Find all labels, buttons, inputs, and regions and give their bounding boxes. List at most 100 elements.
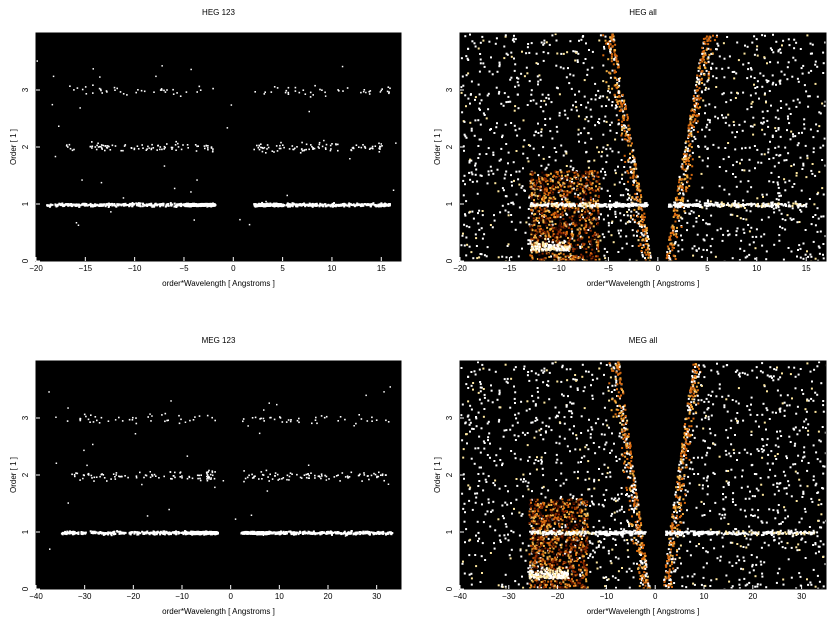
event-point (703, 41, 706, 43)
event-point (248, 223, 251, 226)
event-point (627, 193, 629, 196)
event-point (481, 210, 484, 212)
event-point (708, 121, 711, 124)
event-point (678, 177, 681, 180)
event-point (706, 47, 708, 50)
event-point (592, 209, 595, 212)
event-point (742, 91, 745, 94)
event-point (164, 91, 167, 93)
event-point (704, 88, 707, 91)
event-point (807, 95, 810, 98)
event-point (533, 248, 536, 251)
event-point (468, 226, 471, 229)
event-point (573, 255, 576, 258)
event-point (128, 203, 131, 206)
event-point (647, 256, 650, 259)
event-point (710, 66, 712, 69)
event-point (324, 95, 327, 97)
event-point (320, 203, 323, 206)
event-point (548, 211, 551, 213)
event-point (563, 203, 566, 206)
event-point (707, 87, 710, 90)
event-point (637, 189, 640, 192)
event-point (579, 213, 582, 216)
event-point (74, 203, 77, 206)
event-point (470, 93, 472, 96)
event-point (530, 181, 533, 184)
event-point (588, 172, 591, 175)
event-point (683, 204, 687, 207)
event-point (693, 110, 695, 113)
event-point (687, 204, 691, 207)
event-point (73, 89, 75, 91)
event-point (690, 132, 693, 135)
event-point (819, 146, 822, 149)
event-point (198, 85, 201, 88)
event-point (600, 155, 603, 158)
event-point (539, 212, 542, 215)
event-point (799, 256, 802, 259)
event-point (579, 245, 582, 248)
event-point (264, 91, 266, 93)
event-point (147, 145, 149, 148)
event-point (564, 199, 567, 202)
event-point (530, 225, 533, 228)
event-point (708, 71, 711, 74)
event-point (603, 254, 606, 257)
event-point (614, 138, 617, 141)
event-point (799, 209, 802, 211)
event-point (560, 144, 563, 147)
event-point (779, 100, 782, 103)
event-point (143, 90, 146, 93)
event-point (333, 205, 336, 207)
event-point (630, 204, 634, 207)
event-point (561, 245, 564, 248)
event-point (486, 246, 489, 249)
event-point (762, 117, 765, 120)
event-point (762, 74, 765, 77)
event-point (807, 105, 810, 108)
event-point (534, 204, 537, 207)
event-point (681, 205, 684, 208)
event-point (604, 115, 607, 118)
event-point (611, 69, 614, 72)
event-point (773, 165, 776, 168)
event-point (479, 53, 482, 55)
event-point (747, 68, 750, 71)
event-point (677, 198, 680, 201)
event-point (589, 254, 592, 257)
event-point (343, 202, 346, 205)
event-point (784, 228, 787, 231)
event-point (556, 52, 559, 55)
event-point (593, 217, 596, 220)
event-point (627, 205, 631, 208)
event-point (514, 38, 517, 41)
event-point (378, 142, 380, 145)
event-point (563, 183, 566, 186)
event-point (503, 57, 506, 60)
event-point (527, 144, 530, 146)
event-point (765, 250, 768, 253)
event-point (739, 180, 742, 183)
event-point (482, 62, 485, 65)
event-point (469, 121, 472, 124)
event-point (687, 158, 689, 161)
event-point (676, 196, 678, 199)
event-point (477, 157, 480, 159)
event-point (498, 65, 501, 68)
event-point (556, 204, 558, 206)
event-point (698, 80, 701, 83)
event-point (803, 123, 806, 126)
event-point (749, 203, 751, 206)
event-point (604, 171, 606, 174)
event-point (607, 85, 610, 88)
event-point (538, 253, 541, 256)
event-point (540, 134, 543, 137)
event-point (589, 181, 592, 184)
event-point (583, 218, 586, 221)
event-point (192, 204, 195, 207)
event-point (465, 74, 468, 77)
event-point (546, 179, 549, 182)
event-point (782, 39, 785, 42)
event-point (199, 89, 202, 91)
